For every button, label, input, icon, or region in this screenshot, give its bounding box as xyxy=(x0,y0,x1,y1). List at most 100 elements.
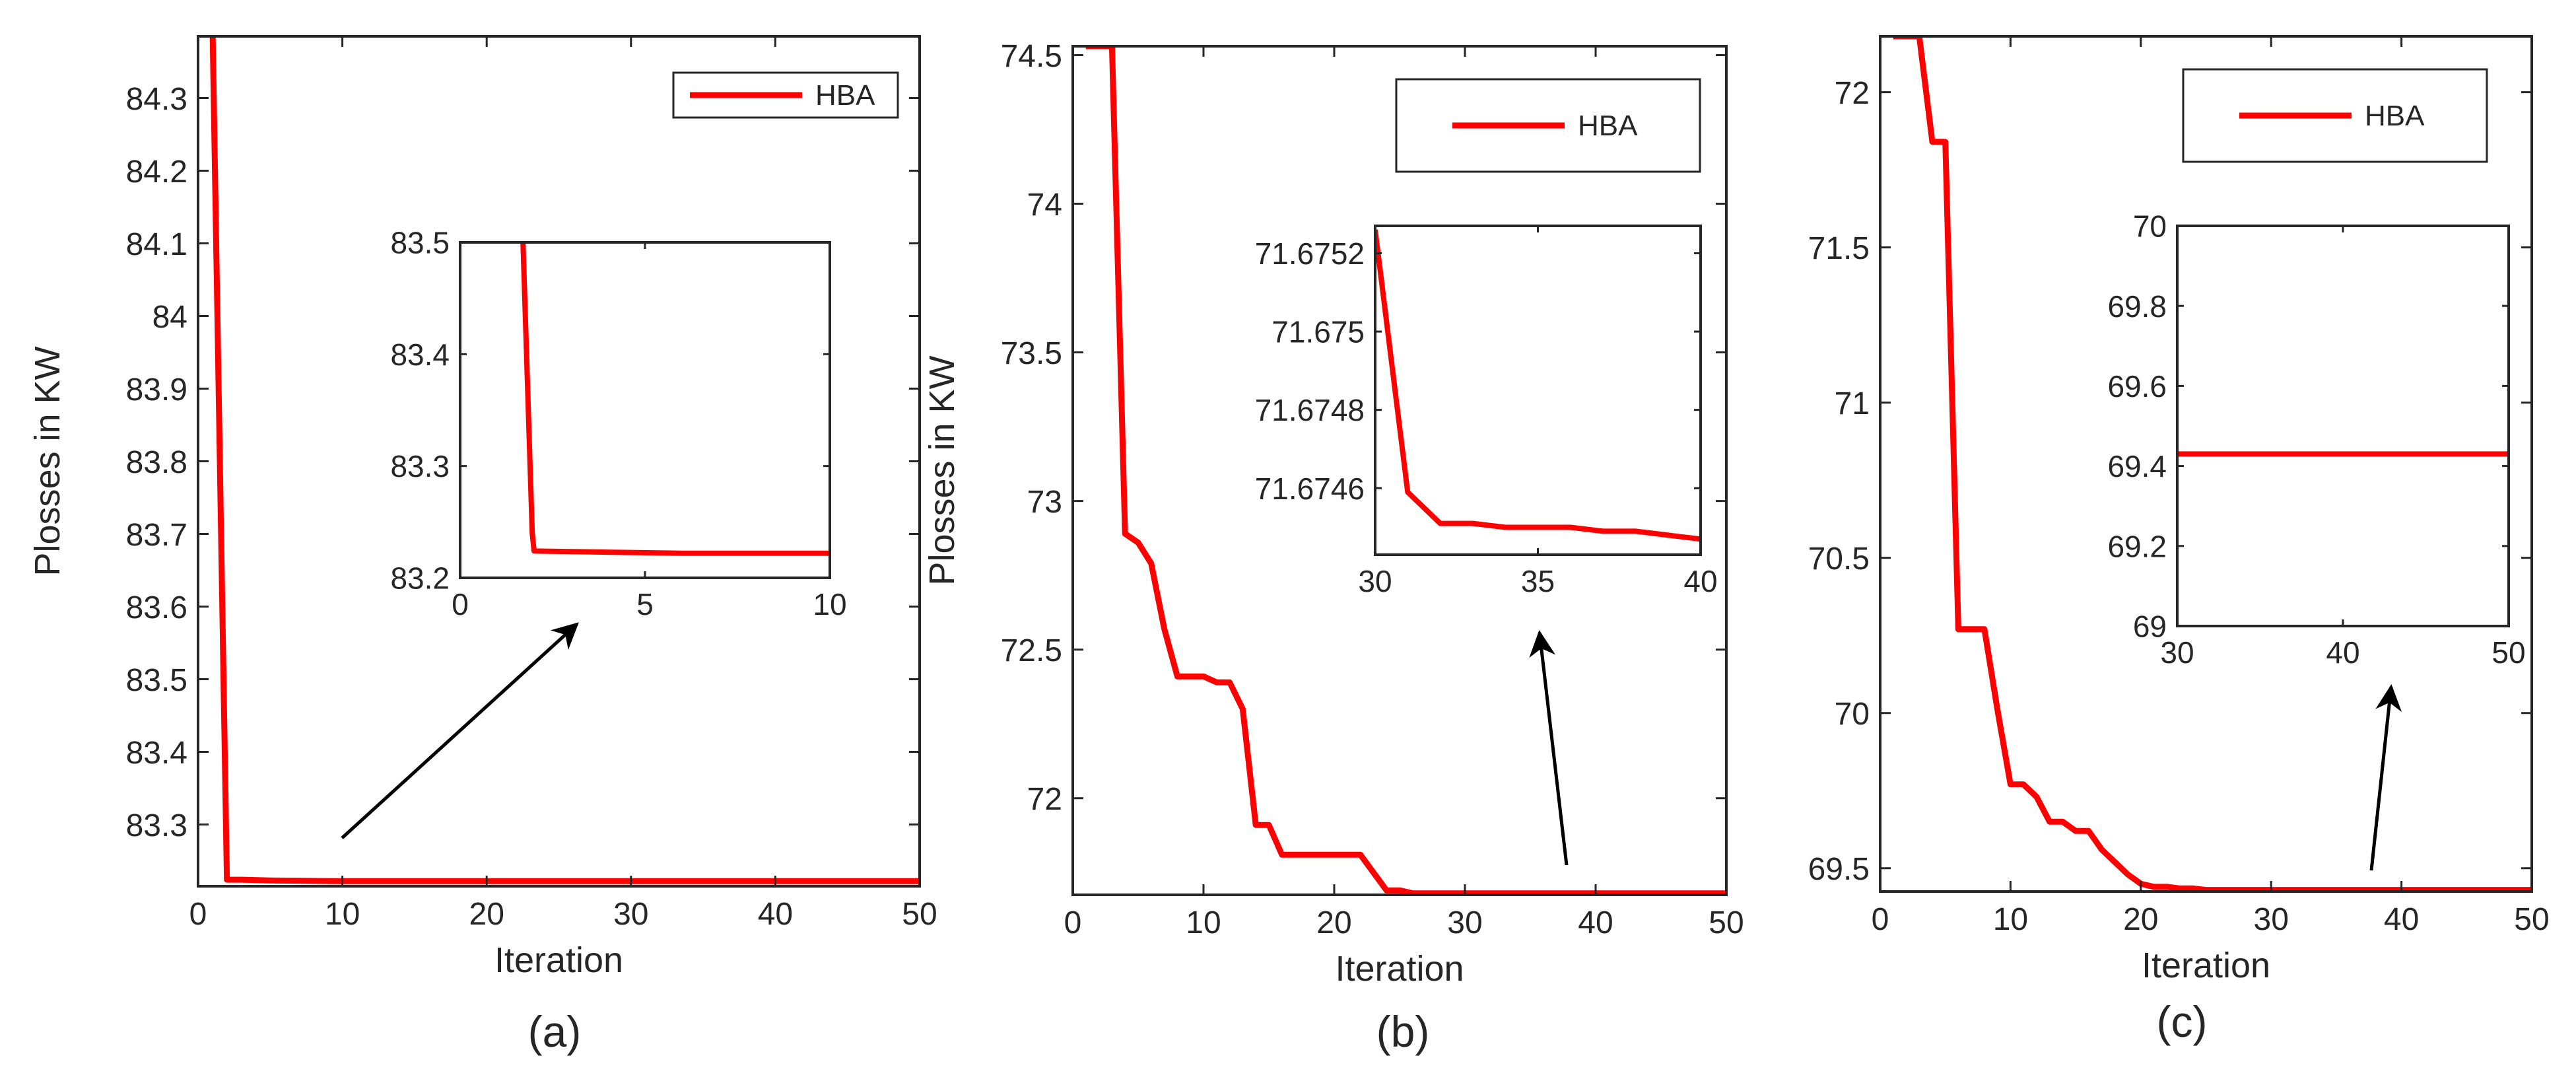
legend-label: HBA xyxy=(1578,110,1638,142)
legend-label: HBA xyxy=(2365,100,2425,132)
legend-label: HBA xyxy=(815,79,875,112)
zoom-arrow xyxy=(2369,684,2402,871)
y-tick-label: 83.4 xyxy=(126,736,187,771)
x-tick-label: 20 xyxy=(469,897,504,932)
inset-y-tick-label: 83.5 xyxy=(390,226,450,260)
inset-series-line xyxy=(1375,229,1701,542)
legend: HBA xyxy=(1395,78,1701,173)
x-tick-label: 40 xyxy=(1578,905,1613,940)
y-tick-label: 71 xyxy=(1835,386,1870,421)
inset-x-tick-label: 30 xyxy=(2160,635,2194,670)
inset-y-tick-label: 71.6752 xyxy=(1255,236,1365,271)
inset-x-tick-label: 40 xyxy=(1683,564,1717,598)
series-line-hba xyxy=(1085,46,1726,895)
panel-a: 0 10 20 30 40 5083.383.483.583.683.783.883.98… xyxy=(28,35,937,1056)
inset-axes: 30 35 40 71.6746 71.6748 71.675 71.6752 xyxy=(1255,225,1718,598)
x-tick-label: 30 xyxy=(1447,905,1482,940)
x-tick-label: 10 xyxy=(1186,905,1221,940)
inset-y-tick-label: 69.8 xyxy=(2107,289,2167,324)
inset-y-tick-label: 70 xyxy=(2133,209,2167,244)
x-tick-label: 40 xyxy=(2384,902,2419,937)
inset-y-tick-label: 83.4 xyxy=(390,337,450,372)
inset-axes-frame xyxy=(2176,225,2510,627)
y-tick-label: 74 xyxy=(1027,188,1062,223)
x-tick-label: 40 xyxy=(758,897,793,932)
x-tick-label: 30 xyxy=(613,897,648,932)
panel-label: (a) xyxy=(528,1007,582,1056)
panel-b: 0 10 20 30 40 50 72 72.5 73 73.5 74 74.5 Iteration Pl… xyxy=(922,39,1744,1056)
axes-frame xyxy=(1879,35,2533,893)
y-axis-label: Plosses in KW xyxy=(922,355,962,585)
inset-series-line xyxy=(520,242,830,556)
x-tick-label: 10 xyxy=(1993,902,2028,937)
inset-y-tick-label: 71.6748 xyxy=(1255,393,1365,427)
axes-frame xyxy=(1071,45,1728,896)
inset-axes-frame xyxy=(459,241,831,579)
y-tick-label: 84.2 xyxy=(126,155,187,190)
x-tick-label: 50 xyxy=(902,897,937,932)
inset-x-tick-label: 0 xyxy=(452,587,469,621)
y-tick-label: 70 xyxy=(1835,697,1870,732)
y-tick-label: 83.6 xyxy=(126,590,187,625)
inset-x-tick-label: 35 xyxy=(1521,564,1555,598)
y-tick-label: 72.5 xyxy=(1001,633,1062,668)
y-tick-label: 83.5 xyxy=(126,663,187,698)
y-tick-label: 84 xyxy=(153,300,187,335)
x-tick-label: 20 xyxy=(1316,905,1351,940)
x-tick-label: 0 xyxy=(189,897,207,932)
x-axis-label: Iteration xyxy=(494,940,623,980)
inset-y-tick-label: 69.2 xyxy=(2107,529,2167,563)
inset-x-tick-label: 40 xyxy=(2326,635,2359,670)
y-tick-label: 74.5 xyxy=(1001,39,1062,74)
inset-plot-area xyxy=(2177,226,2509,626)
inset-x-tick-label: 50 xyxy=(2491,635,2525,670)
inset-x-tick-label: 5 xyxy=(636,587,654,621)
panel-label: (b) xyxy=(1376,1007,1430,1056)
y-tick-label: 83.3 xyxy=(126,808,187,843)
y-tick-label: 83.7 xyxy=(126,518,187,553)
legend: HBA xyxy=(2182,68,2488,163)
zoom-arrow xyxy=(1529,630,1569,866)
x-axis-label: Iteration xyxy=(1335,949,1464,989)
series-line-hba xyxy=(1893,36,2532,892)
inset-y-tick-label: 69 xyxy=(2133,610,2167,644)
zoom-arrow xyxy=(341,622,579,839)
x-axis-label: Iteration xyxy=(2142,946,2270,985)
x-tick-label: 50 xyxy=(1709,905,1744,940)
axes-frame xyxy=(197,35,921,888)
y-tick-label: 72 xyxy=(1027,782,1062,817)
y-tick-label: 84.1 xyxy=(126,227,187,262)
inset-axes: 0 5 10 83.2 83.3 83.4 83.5 xyxy=(390,226,846,621)
y-tick-label: 70.5 xyxy=(1808,542,1870,577)
x-tick-label: 20 xyxy=(2123,902,2158,937)
y-tick-label: 83.8 xyxy=(126,445,187,480)
y-tick-label: 84.3 xyxy=(126,82,187,117)
y-tick-label: 73 xyxy=(1027,485,1062,520)
panel-label: (c) xyxy=(2157,997,2208,1046)
x-tick-label: 0 xyxy=(1872,902,1889,937)
inset-y-tick-label: 83.2 xyxy=(390,561,450,596)
y-tick-label: 73.5 xyxy=(1001,336,1062,371)
inset-plot-area xyxy=(1375,226,1701,555)
inset-y-tick-label: 71.6746 xyxy=(1255,472,1365,506)
y-tick-label: 72 xyxy=(1835,76,1870,111)
inset-axes: 30 40 50 69 69.2 69.4 69.6 69.8 70 xyxy=(2107,209,2525,670)
panel-c: 0 10 20 30 40 50 69.5 70 70.5 71 71.5 72 Iteration HB… xyxy=(1808,35,2550,1046)
y-tick-label: 71.5 xyxy=(1808,231,1870,266)
y-tick-label: 69.5 xyxy=(1808,852,1870,887)
x-tick-label: 0 xyxy=(1064,905,1082,940)
x-tick-label: 10 xyxy=(325,897,360,932)
y-tick-label: 83.9 xyxy=(126,372,187,407)
inset-y-tick-label: 71.675 xyxy=(1271,315,1365,349)
inset-y-tick-label: 69.6 xyxy=(2107,369,2167,403)
inset-x-tick-label: 10 xyxy=(813,587,846,621)
inset-x-tick-label: 30 xyxy=(1358,564,1392,598)
x-tick-label: 50 xyxy=(2514,902,2549,937)
inset-axes-frame xyxy=(1374,225,1702,556)
x-tick-label: 30 xyxy=(2254,902,2289,937)
legend: HBA xyxy=(672,71,899,119)
inset-plot-area xyxy=(460,242,830,578)
inset-y-tick-label: 83.3 xyxy=(390,449,450,483)
inset-y-tick-label: 69.4 xyxy=(2107,449,2167,483)
